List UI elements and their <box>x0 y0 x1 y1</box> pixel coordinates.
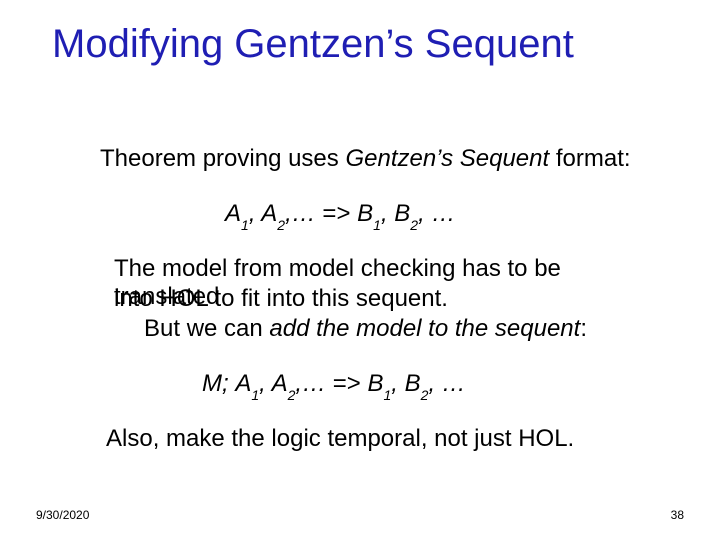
f2-cb1: , <box>391 370 404 397</box>
f2-B1: B <box>367 370 383 397</box>
f2-arrow: => <box>333 370 368 397</box>
f1-subb2: 2 <box>410 217 418 233</box>
f1-c1: , <box>249 200 261 227</box>
f1-B1: B <box>357 200 373 227</box>
f2-c1: , <box>259 370 271 397</box>
f1-A1: A <box>225 200 241 227</box>
intro-line: Theorem proving uses Gentzen’s Sequent f… <box>100 145 631 173</box>
f1-dots: … <box>431 200 455 227</box>
slide: Modifying Gentzen’s Sequent Theorem prov… <box>0 0 720 540</box>
f2-sub2: 2 <box>288 387 296 403</box>
f2-subb1: 1 <box>383 387 391 403</box>
f2-M: M; <box>202 370 229 397</box>
f2-B2: B <box>405 370 421 397</box>
f1-c2: ,… <box>285 200 322 227</box>
para2c-a: But we can <box>144 315 269 342</box>
footer-page-number: 38 <box>671 508 684 522</box>
f2-A2: A <box>272 370 288 397</box>
f1-cb2: , <box>418 200 431 227</box>
f1-A2: A <box>261 200 277 227</box>
f1-B2: B <box>394 200 410 227</box>
para2c-c: : <box>580 315 587 342</box>
f2-A1: A <box>235 370 251 397</box>
f1-sub2: 2 <box>277 217 285 233</box>
para2-line-b: into HOL to fit into this sequent. <box>114 285 448 313</box>
f1-arrow: => <box>322 200 357 227</box>
sequent-formula-1: A1, A2,… => B1, B2, … <box>225 200 455 230</box>
para2c-b: add the model to the sequent <box>269 315 580 342</box>
f1-cb1: , <box>381 200 394 227</box>
intro-text-b: Gentzen’s Sequent <box>345 145 549 172</box>
closing-line: Also, make the logic temporal, not just … <box>106 425 574 453</box>
f2-c2: ,… <box>295 370 332 397</box>
f1-subb1: 1 <box>373 217 381 233</box>
f1-sub1: 1 <box>241 217 249 233</box>
sequent-formula-2: M; A1, A2,… => B1, B2, … <box>202 370 466 400</box>
f2-cb2: , <box>428 370 441 397</box>
footer-date: 9/30/2020 <box>36 508 89 522</box>
f2-sub1: 1 <box>251 387 259 403</box>
intro-text-c: format: <box>549 145 630 172</box>
para2-line-c: But we can add the model to the sequent: <box>144 315 587 343</box>
f2-subb2: 2 <box>421 387 429 403</box>
slide-title: Modifying Gentzen’s Sequent <box>52 22 672 67</box>
intro-text-a: Theorem proving uses <box>100 145 345 172</box>
f2-dots: … <box>442 370 466 397</box>
